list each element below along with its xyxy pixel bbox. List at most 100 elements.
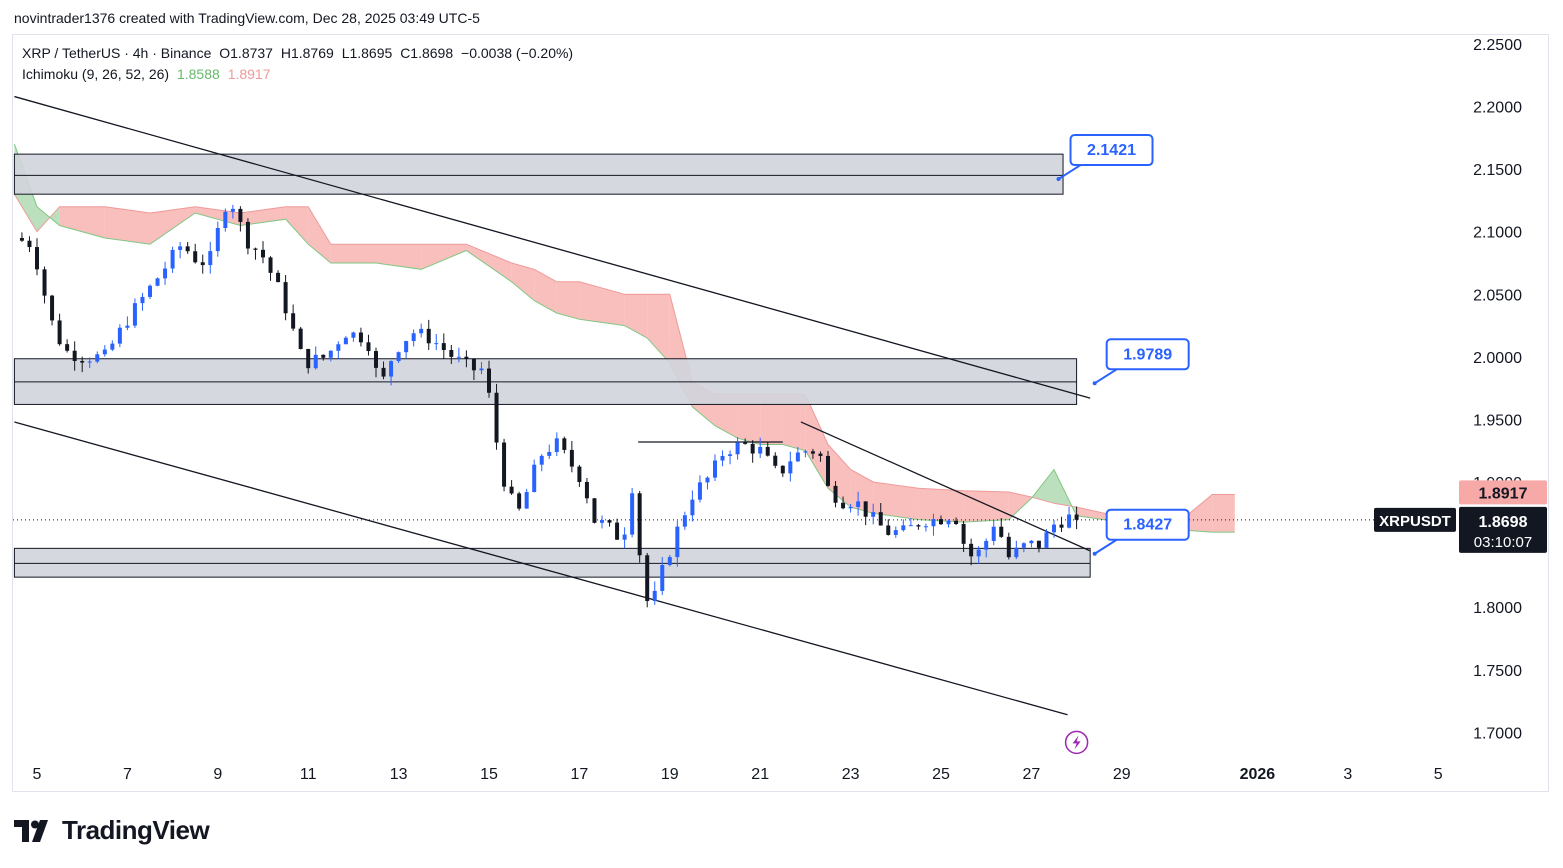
candle-up xyxy=(856,501,861,507)
candle-down xyxy=(810,451,815,454)
candle-up xyxy=(396,352,401,362)
x-tick-label: 3 xyxy=(1343,766,1352,783)
callout-pointer-1 xyxy=(1057,164,1082,180)
legend-change: −0.0038 (−0.20%) xyxy=(461,45,574,61)
kumo-segment xyxy=(737,394,761,445)
candle-down xyxy=(72,350,77,362)
legend-symbol[interactable]: XRP / TetherUS · 4h · Binance xyxy=(22,45,212,61)
candle-down xyxy=(773,455,778,466)
candle-up xyxy=(215,228,220,252)
last-price-box xyxy=(1459,506,1547,553)
candle-up xyxy=(110,343,115,350)
y-tick-label: 1.8000 xyxy=(1473,600,1522,617)
trendline-1[interactable] xyxy=(14,95,1091,399)
x-tick-label: 19 xyxy=(661,766,679,783)
candle-up xyxy=(728,454,733,456)
candle-up xyxy=(848,506,853,509)
candle-up xyxy=(155,278,160,286)
candle-up xyxy=(660,565,665,591)
callout-anchor-1 xyxy=(1056,177,1061,182)
zone-box-3[interactable] xyxy=(13,547,1091,578)
candle-down xyxy=(35,247,39,270)
tradingview-logo: TradingView xyxy=(14,815,210,846)
zone-box-1[interactable] xyxy=(13,153,1064,195)
x-tick-label: 27 xyxy=(1023,766,1041,783)
span-b-price-label: 1.8917 xyxy=(1479,485,1528,502)
candle-down xyxy=(471,358,476,371)
candle-down xyxy=(878,512,883,526)
candle-down xyxy=(833,485,838,503)
candle-down xyxy=(1036,540,1041,548)
x-tick-label: 9 xyxy=(213,766,222,783)
candle-up xyxy=(893,530,898,535)
candle-up xyxy=(758,446,763,454)
senkou-span-b-line xyxy=(13,193,1235,526)
kumo-segment xyxy=(104,206,150,245)
candle-down xyxy=(449,349,454,357)
candle-down xyxy=(592,498,597,523)
candle-down xyxy=(464,356,469,359)
candle-up xyxy=(1052,524,1056,533)
x-tick-label: 2026 xyxy=(1240,766,1276,783)
candle-up xyxy=(682,515,687,527)
kumo-segment xyxy=(330,244,376,263)
candle-up xyxy=(795,452,800,462)
candle-down xyxy=(961,523,966,544)
symbol-tag-bg xyxy=(1374,507,1456,532)
callout-box-2[interactable] xyxy=(1105,338,1190,371)
x-tick-label: 25 xyxy=(932,766,950,783)
y-tick-label: 2.2000 xyxy=(1473,100,1522,117)
chart-credit: novintrader1376 created with TradingView… xyxy=(14,10,480,26)
candle-down xyxy=(426,328,431,344)
candle-up xyxy=(690,499,695,516)
candle-down xyxy=(306,348,311,369)
kumo-segment xyxy=(240,206,286,226)
tradingview-logo-icon xyxy=(14,819,48,842)
candle-up xyxy=(419,328,424,334)
candle-down xyxy=(750,443,755,454)
kumo-segment xyxy=(918,488,964,523)
indicator-legend: Ichimoku (9, 26, 52, 26) 1.8588 1.8917 xyxy=(22,66,275,82)
candle-up xyxy=(404,341,409,353)
candle-up xyxy=(705,477,710,483)
y-tick-label: 1.7500 xyxy=(1473,663,1522,680)
indicator-name[interactable]: Ichimoku (9, 26, 52, 26) xyxy=(22,66,170,82)
x-tick-label: 13 xyxy=(390,766,408,783)
candle-down xyxy=(826,455,830,486)
candle-up xyxy=(389,361,394,377)
candle-up xyxy=(351,332,356,338)
indicator-value-b: 1.8917 xyxy=(227,66,271,82)
candle-up xyxy=(328,350,333,358)
candle-up xyxy=(713,460,717,478)
candle-up xyxy=(871,512,876,517)
candle-up xyxy=(163,268,168,279)
callout-anchor-3 xyxy=(1092,551,1097,556)
kumo-segment xyxy=(195,206,241,226)
candle-up xyxy=(313,354,318,369)
ohlc-legend: XRP / TetherUS · 4h · Binance O1.8737 H1… xyxy=(22,45,577,61)
y-tick-label: 2.1500 xyxy=(1473,162,1522,179)
candle-down xyxy=(569,449,574,467)
candle-down xyxy=(50,295,55,321)
kumo-segment xyxy=(59,206,105,238)
tradingview-wordmark: TradingView xyxy=(62,815,210,845)
trendline-2[interactable] xyxy=(14,421,1068,716)
x-tick-label: 21 xyxy=(751,766,769,783)
callout-box-3[interactable] xyxy=(1105,508,1190,541)
x-tick-label: 17 xyxy=(571,766,589,783)
candle-down xyxy=(584,481,589,499)
x-tick-label: 15 xyxy=(480,766,498,783)
callout-box-1[interactable] xyxy=(1069,134,1154,167)
candle-down xyxy=(193,251,198,263)
candle-down xyxy=(517,493,522,509)
kumo-segment xyxy=(782,394,806,451)
candle-down xyxy=(780,465,785,474)
callout-label-1: 2.1421 xyxy=(1087,142,1136,159)
candle-down xyxy=(374,351,378,368)
y-tick-label: 2.0500 xyxy=(1473,287,1522,304)
kumo-segment xyxy=(511,263,535,301)
candle-down xyxy=(502,442,507,487)
trendline-3[interactable] xyxy=(800,421,1091,552)
candle-up xyxy=(946,520,951,525)
